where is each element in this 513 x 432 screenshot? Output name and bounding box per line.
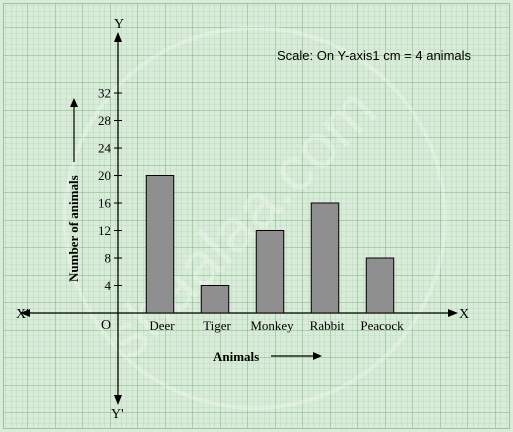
y-axis-positive-label: Y xyxy=(114,17,124,32)
y-axis-negative-label: Y' xyxy=(111,407,124,422)
y-axis-arrow-up xyxy=(114,32,122,42)
y-tick-label: 32 xyxy=(98,86,111,101)
graph-paper-grid xyxy=(4,4,509,428)
y-tick-label: 4 xyxy=(105,278,112,293)
bar-group xyxy=(145,175,395,314)
x-axis-arrow-right xyxy=(448,309,458,317)
x-axis-title: Animals xyxy=(213,349,259,364)
x-axis-title-arrow-head xyxy=(313,352,322,360)
x-axis-positive-label: X xyxy=(459,307,469,322)
x-axis-negative-label: X' xyxy=(16,307,29,322)
watermark-circle xyxy=(63,26,447,410)
y-tick-label: 20 xyxy=(98,168,111,183)
y-axis-title-arrow-head xyxy=(70,98,78,107)
bar-peacock xyxy=(365,257,395,314)
y-axis-title-group: Number of animals xyxy=(66,98,81,282)
x-axis-title-group: Animals xyxy=(213,349,322,364)
y-tick-label: 24 xyxy=(98,141,112,156)
graph-border xyxy=(3,3,510,429)
bar-tiger xyxy=(200,285,230,314)
y-tick-group: 4 8 12 16 20 24 28 32 xyxy=(98,86,122,293)
y-tick-label: 12 xyxy=(98,223,111,238)
x-axis-arrow-left xyxy=(20,309,30,317)
x-tick-label-rabbit: Rabbit xyxy=(310,318,345,333)
y-tick-label: 16 xyxy=(98,196,112,211)
x-tick-label-deer: Deer xyxy=(149,318,175,333)
bar-deer xyxy=(145,175,175,314)
y-tick-label: 8 xyxy=(105,251,112,266)
bar-monkey xyxy=(255,230,285,314)
y-tick-label: 28 xyxy=(98,113,111,128)
y-axis-title: Number of animals xyxy=(66,175,81,282)
scale-note: Scale: On Y-axis1 cm = 4 animals xyxy=(277,48,472,63)
bar-rabbit xyxy=(310,202,340,314)
y-axis-arrow-down xyxy=(114,395,122,405)
x-tick-label-group: Deer Tiger Monkey Rabbit Peacock xyxy=(149,318,404,333)
origin-label: O xyxy=(101,318,111,333)
x-tick-label-monkey: Monkey xyxy=(250,318,294,333)
x-tick-label-tiger: Tiger xyxy=(203,318,231,333)
x-tick-label-peacock: Peacock xyxy=(360,318,404,333)
